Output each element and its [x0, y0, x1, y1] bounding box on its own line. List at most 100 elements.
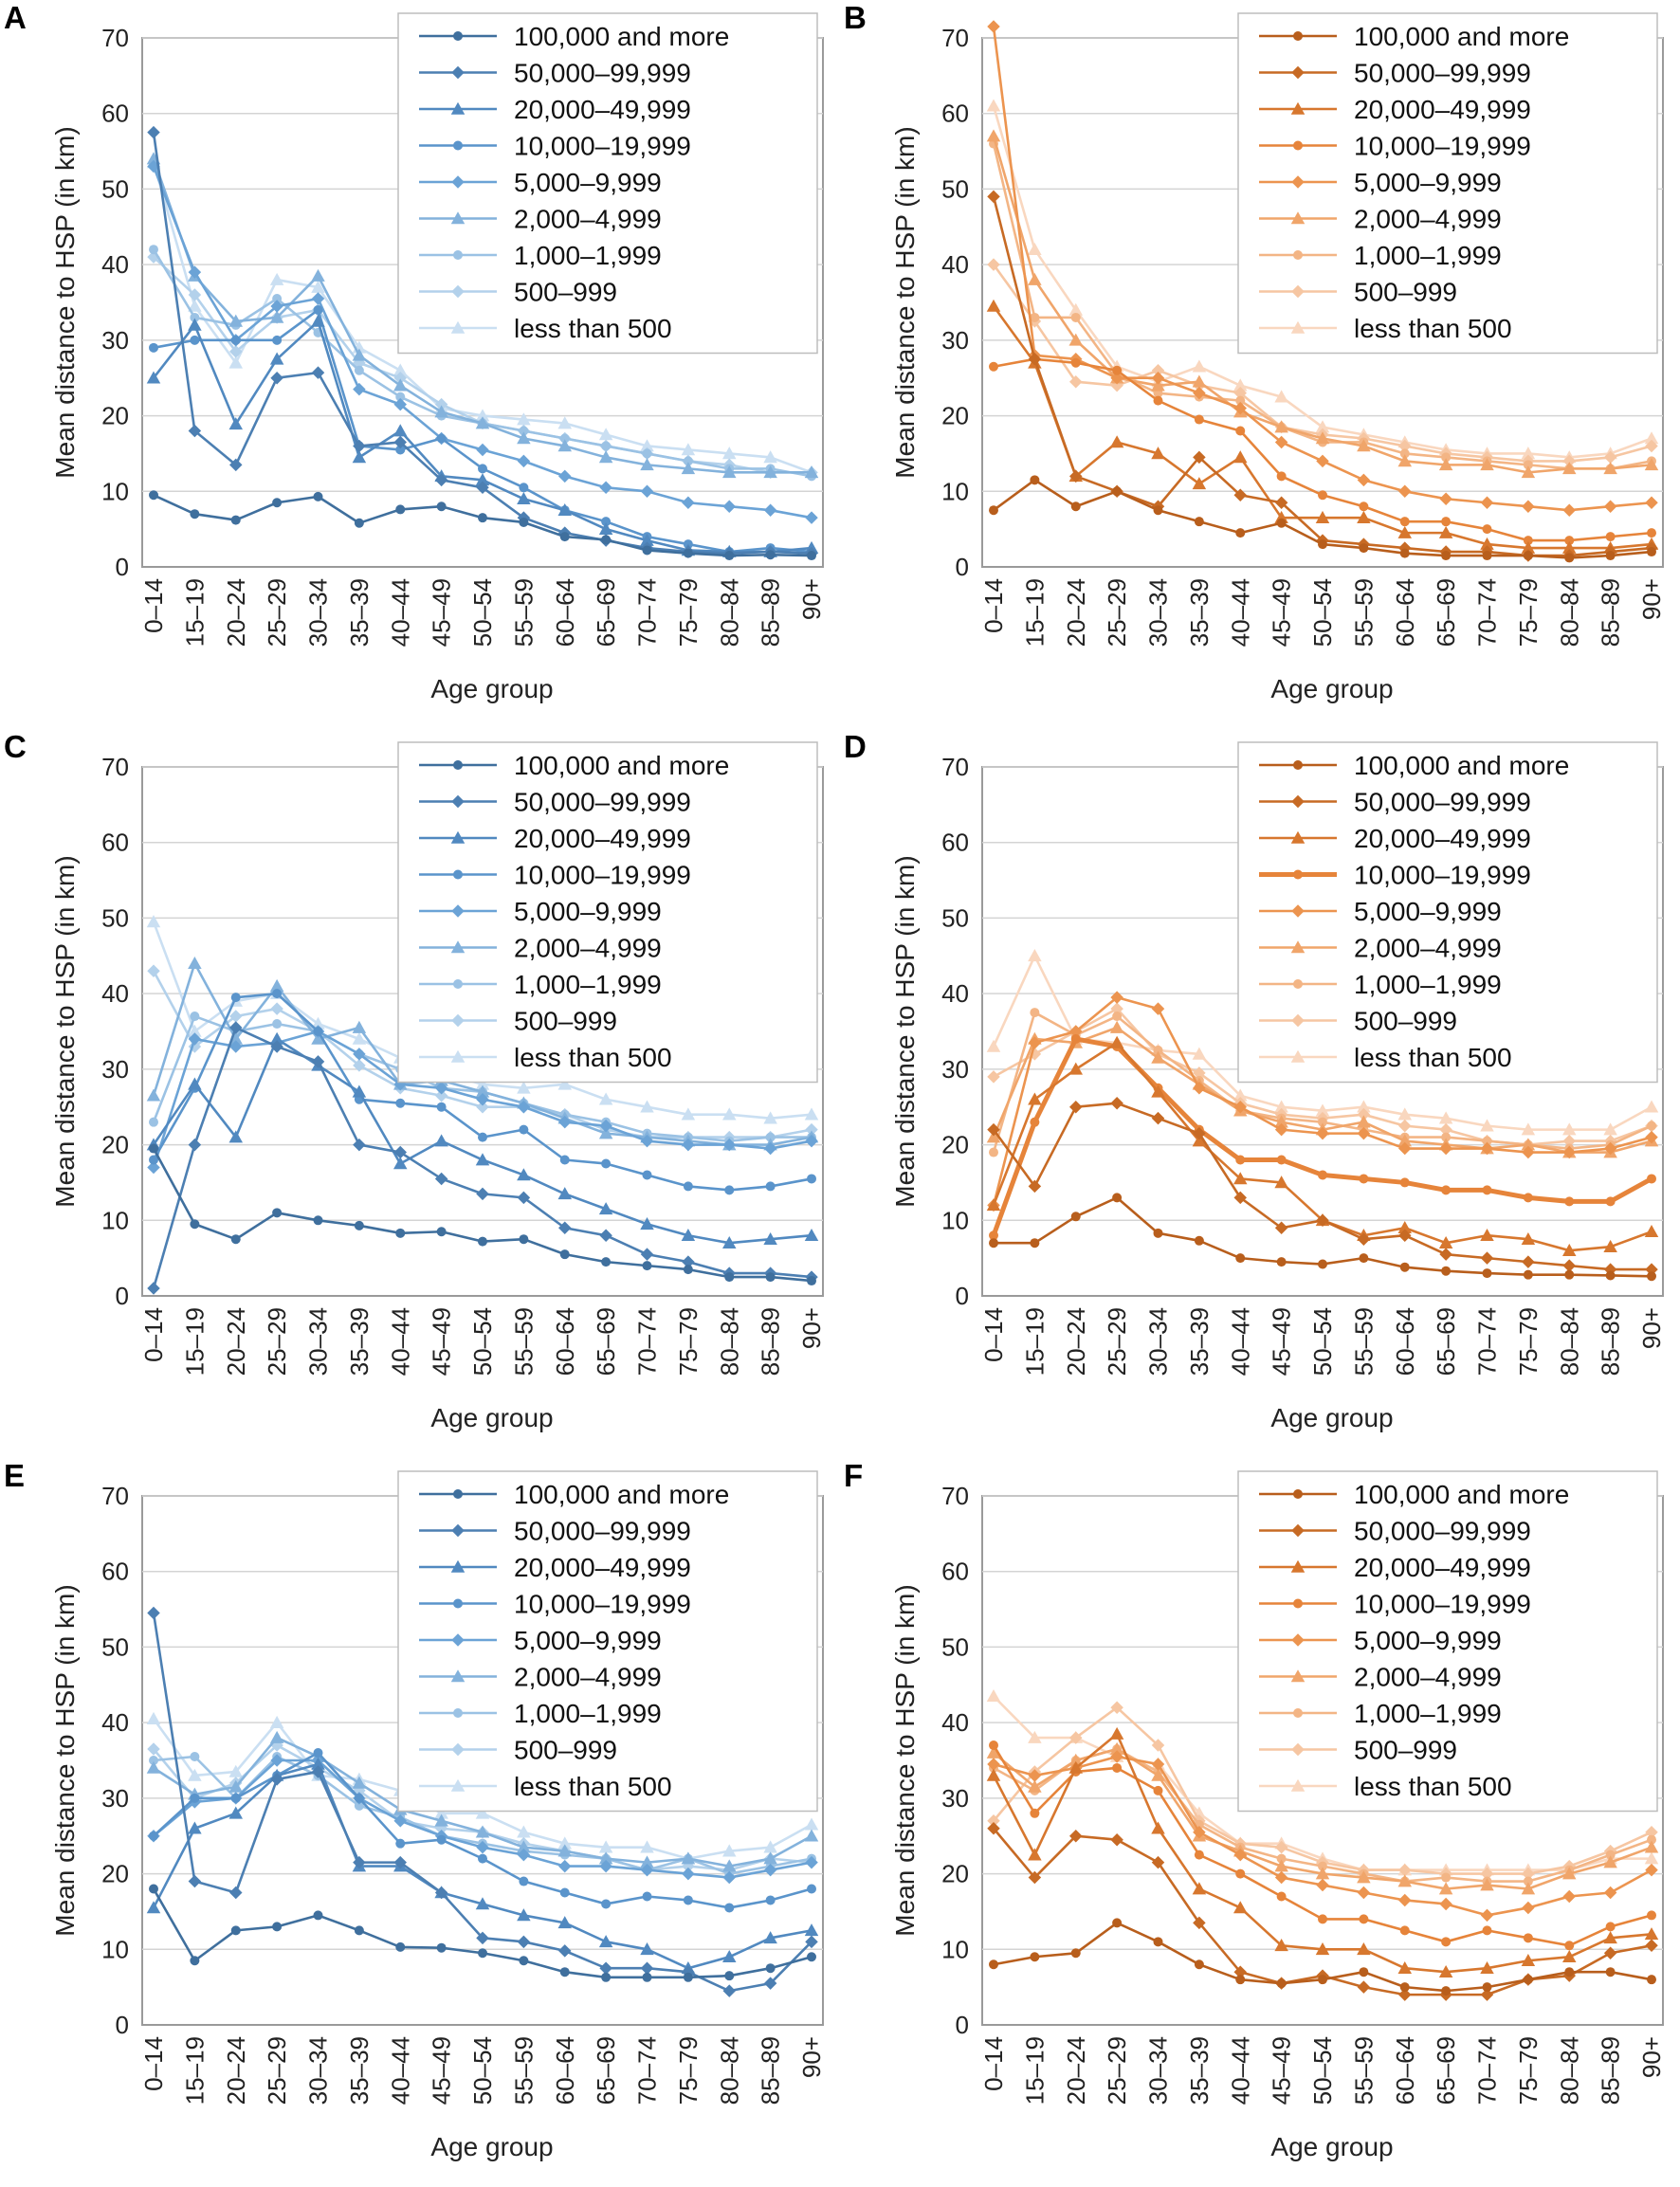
data-point	[989, 1230, 998, 1241]
data-point	[1068, 1753, 1083, 1766]
data-point	[1562, 1867, 1577, 1880]
data-point	[311, 1757, 325, 1770]
data-point	[722, 1138, 736, 1152]
data-point	[1441, 551, 1452, 561]
data-point	[1194, 517, 1204, 527]
legend-marker	[453, 140, 463, 151]
data-point	[1399, 448, 1410, 459]
data-point	[1194, 414, 1204, 425]
data-point	[478, 1948, 487, 1959]
data-point	[517, 1168, 531, 1181]
data-point	[352, 1776, 367, 1789]
legend-marker	[450, 940, 466, 954]
data-point	[987, 1821, 1000, 1835]
data-point	[434, 1089, 448, 1103]
data-point	[1315, 431, 1330, 445]
data-point	[986, 99, 1001, 112]
data-point	[1480, 1960, 1494, 1975]
data-point	[1233, 450, 1248, 464]
data-point	[724, 1903, 735, 1913]
data-point	[434, 1172, 448, 1186]
data-point	[228, 1764, 243, 1777]
data-point	[1564, 553, 1575, 563]
data-point	[598, 450, 613, 464]
data-point	[598, 1202, 613, 1215]
data-point	[640, 1961, 654, 1975]
data-point	[1647, 1910, 1656, 1921]
x-tick-label: 40–44	[1226, 578, 1254, 647]
data-point	[987, 1122, 1000, 1137]
data-point	[354, 1793, 364, 1803]
x-tick-label: 90+	[1637, 1307, 1666, 1349]
data-point	[395, 445, 406, 455]
legend-marker	[453, 1489, 463, 1499]
y-axis-title: Mean distance to HSP (in km)	[890, 855, 920, 1207]
data-point	[681, 462, 696, 475]
data-point	[395, 1941, 406, 1952]
x-tick-label: 40–44	[1226, 1307, 1254, 1376]
data-point	[1233, 1100, 1247, 1114]
data-point	[1068, 333, 1083, 346]
data-point	[478, 1236, 487, 1247]
series-4	[989, 1033, 1656, 1241]
data-point	[598, 1092, 613, 1105]
data-point	[188, 424, 202, 438]
data-point	[1318, 1259, 1327, 1269]
legend-label: 10,000–19,999	[1354, 1590, 1531, 1619]
legend-label: 50,000–99,999	[514, 1517, 691, 1546]
data-point	[1153, 1228, 1163, 1238]
data-point	[807, 1884, 816, 1894]
data-point	[722, 1844, 737, 1857]
y-tick-label: 10	[101, 477, 129, 505]
data-point	[804, 1107, 819, 1121]
x-tick-label: 35–39	[1185, 1307, 1214, 1376]
data-point	[1398, 1141, 1412, 1156]
data-point	[1070, 501, 1081, 512]
data-point	[188, 1874, 202, 1888]
data-point	[681, 443, 696, 456]
data-point	[519, 1956, 529, 1966]
legend-marker	[451, 1523, 465, 1538]
data-point	[395, 504, 406, 515]
data-point	[1069, 1731, 1083, 1744]
data-point	[724, 551, 735, 561]
data-point	[558, 1944, 572, 1958]
data-point	[1562, 462, 1577, 475]
data-point	[1480, 496, 1494, 509]
data-point	[557, 502, 572, 517]
data-point	[763, 1931, 777, 1944]
legend-label: 10,000–19,999	[1354, 861, 1531, 890]
line-chart: 0 10 20 30 40 50 60 70 0–14 15–19 20–24 25–29 30–34 3…	[890, 1470, 1666, 2161]
data-point	[436, 1102, 447, 1112]
data-point	[476, 481, 489, 495]
data-point	[1109, 1741, 1124, 1755]
data-point	[519, 517, 529, 527]
data-point	[1069, 374, 1083, 389]
data-point	[1439, 1122, 1452, 1137]
data-point	[599, 1859, 612, 1873]
data-point	[1151, 1002, 1165, 1015]
x-tick-label: 35–39	[1185, 578, 1214, 647]
x-tick-label: 0–14	[139, 2036, 168, 2091]
data-point	[1357, 1886, 1371, 1900]
data-point	[557, 1844, 572, 1857]
legend-label: 50,000–99,999	[1354, 788, 1531, 817]
data-point	[1399, 548, 1410, 558]
x-axis-title: Age group	[1270, 1403, 1393, 1432]
data-point	[805, 511, 818, 524]
data-point	[395, 1838, 406, 1849]
data-point	[190, 312, 200, 322]
data-point	[1480, 1867, 1494, 1881]
x-tick-label: 90+	[1637, 578, 1666, 620]
panel-label: D	[844, 729, 867, 764]
data-point	[393, 424, 408, 437]
legend-marker	[1290, 940, 1306, 954]
x-tick-label: 80–84	[1555, 1307, 1583, 1376]
x-tick-label: 45–49	[1268, 1307, 1296, 1376]
data-point	[1357, 1870, 1371, 1884]
data-point	[272, 1019, 283, 1030]
data-point	[1110, 1832, 1123, 1847]
data-point	[1439, 492, 1452, 506]
data-point	[1398, 439, 1412, 453]
data-point	[640, 439, 654, 452]
